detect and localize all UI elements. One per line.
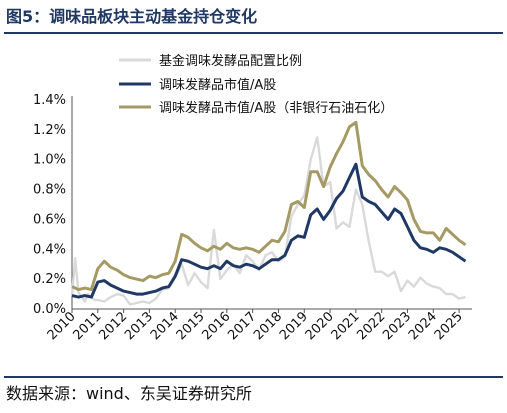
line-chart: 0.0% 0.2% 0.4% 0.6% 0.8% 1.0% 1.2% 1.4% 2010201… [33, 53, 472, 343]
legend-label-2: 调味发酵品市值/A股 [159, 77, 276, 93]
y-tick-label: 0.2% [33, 272, 66, 287]
x-tick-label: 2016 [200, 309, 234, 343]
y-tick-label: 0.6% [33, 212, 66, 227]
legend-label-1: 基金调味发酵品配置比例 [159, 53, 302, 69]
x-tick-label: 2025 [432, 309, 466, 343]
x-tick-label: 2014 [148, 309, 182, 343]
series-line-2 [71, 162, 467, 299]
x-tick-label: 2017 [225, 309, 259, 343]
series-line-3 [71, 120, 467, 292]
y-tick-label: 1.4% [33, 93, 66, 108]
source-note: 数据来源：wind、东吴证券研究所 [6, 384, 252, 403]
x-tick-label: 2013 [122, 309, 156, 343]
x-tick-label: 2022 [354, 309, 388, 343]
x-tick-label: 2021 [329, 309, 363, 343]
y-tick-label: 0.4% [33, 242, 66, 257]
x-tick-label: 2015 [174, 309, 208, 343]
series-line-1 [70, 136, 466, 306]
series-lines [70, 120, 467, 306]
x-tick-label: 2018 [251, 309, 285, 343]
y-tick-label: 0.8% [33, 183, 66, 198]
legend-label-3: 调味发酵品市值/A股（非银行石油石化） [159, 100, 393, 116]
y-tick-label: 0.0% [33, 302, 66, 317]
x-tick-label: 2012 [96, 309, 130, 343]
y-tick-label: 1.0% [33, 153, 66, 168]
x-tick-label: 2019 [277, 309, 311, 343]
y-tick-label: 1.2% [33, 123, 66, 138]
x-tick-label: 2020 [303, 309, 337, 343]
y-tick-labels: 0.0% 0.2% 0.4% 0.6% 0.8% 1.0% 1.2% 1.4% [33, 93, 66, 317]
title-rule [4, 32, 503, 34]
x-tick-labels: 2010201120122013201420152016201720182019… [45, 309, 466, 343]
x-tick-label: 2024 [406, 309, 440, 343]
x-tick-label: 2011 [70, 309, 104, 343]
figure-title: 图5：调味品板块主动基金持仓变化 [6, 7, 258, 26]
source-rule [4, 376, 503, 378]
x-tick-label: 2023 [380, 309, 414, 343]
